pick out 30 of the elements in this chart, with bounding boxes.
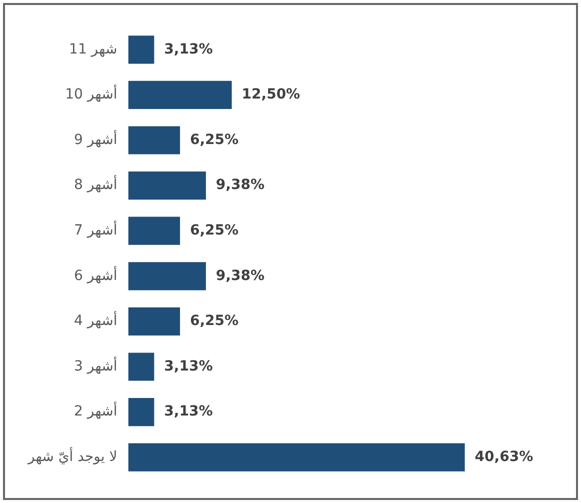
y-tick-label: 7 أشهر [74, 220, 118, 238]
bar [128, 398, 154, 426]
bar [128, 352, 154, 381]
data-label: 3,13% [164, 404, 213, 420]
bar [128, 262, 206, 290]
bar [128, 36, 154, 64]
data-label: 6,25% [190, 132, 239, 148]
bar [128, 443, 465, 472]
data-label: 9,38% [216, 177, 265, 194]
bar [128, 172, 206, 200]
y-tick-label: 11 شهر [69, 41, 118, 58]
data-label: 40,63% [474, 448, 534, 465]
data-label: 6,25% [190, 313, 239, 330]
y-tick-label: لا يوجد أيّ شهر [26, 446, 118, 465]
data-label: 12,50% [242, 86, 300, 103]
data-label: 6,25% [190, 222, 239, 238]
bar [128, 80, 232, 109]
y-tick-label: 3 أشهر [74, 356, 118, 374]
y-tick-label: 9 أشهر [74, 130, 118, 148]
bar [128, 216, 180, 245]
y-tick-label: 10 أشهر [65, 84, 118, 103]
bar [128, 307, 180, 336]
data-label: 3,13% [164, 41, 213, 58]
y-tick-label: 6 أشهر [74, 266, 118, 284]
y-tick-label: 4 أشهر [74, 311, 118, 330]
data-label: 3,13% [164, 358, 213, 374]
y-tick-label: 8 أشهر [74, 175, 118, 194]
y-tick-label: 2 أشهر [74, 402, 118, 420]
bar [128, 126, 180, 154]
data-label: 9,38% [216, 268, 265, 284]
